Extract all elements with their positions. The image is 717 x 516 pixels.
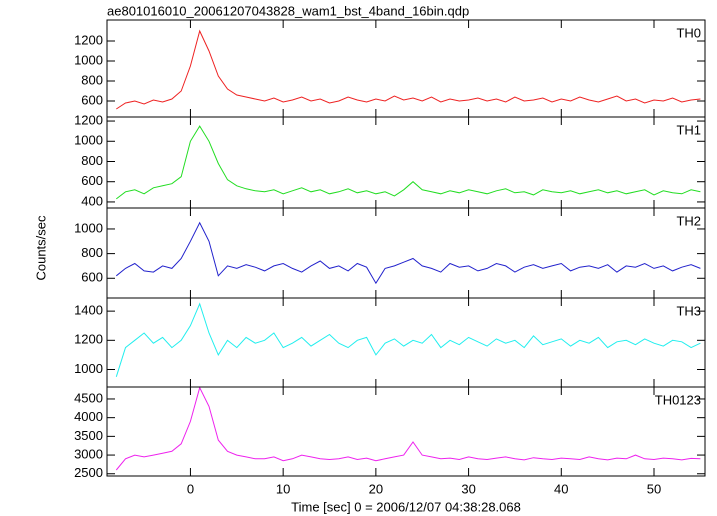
panel-label: TH2 bbox=[676, 213, 701, 228]
y-tick-label: 800 bbox=[81, 72, 103, 87]
light-curve bbox=[115, 386, 701, 471]
y-tick-label: 3000 bbox=[74, 446, 103, 461]
panel-label: TH3 bbox=[676, 303, 701, 318]
y-tick-label: 600 bbox=[81, 92, 103, 107]
y-tick-label: 400 bbox=[81, 193, 103, 208]
y-tick-label: 1000 bbox=[74, 52, 103, 67]
panel-frame bbox=[106, 386, 706, 477]
y-tick-label: 1000 bbox=[74, 361, 103, 376]
y-tick-label: 600 bbox=[81, 270, 103, 285]
panel-label: TH0 bbox=[676, 25, 701, 40]
y-tick-label: 1000 bbox=[74, 220, 103, 235]
y-tick-label: 1200 bbox=[74, 332, 103, 347]
y-tick-label: 2500 bbox=[74, 465, 103, 480]
panel-frame bbox=[106, 19, 706, 118]
y-tick-label: 4000 bbox=[74, 409, 103, 424]
y-tick-label: 1200 bbox=[74, 32, 103, 47]
x-tick-label: 30 bbox=[461, 481, 475, 496]
panel-frame bbox=[106, 207, 706, 299]
y-tick-label: 3500 bbox=[74, 428, 103, 443]
panel-label: TH1 bbox=[676, 122, 701, 137]
x-tick-label: 10 bbox=[276, 481, 290, 496]
y-tick-label: 4500 bbox=[74, 390, 103, 405]
y-tick-label: 1400 bbox=[74, 303, 103, 318]
light-curve bbox=[115, 302, 701, 377]
x-tick-label: 50 bbox=[647, 481, 661, 496]
y-tick-label: 800 bbox=[81, 245, 103, 260]
y-tick-label: 800 bbox=[81, 153, 103, 168]
x-axis-label: Time [sec] 0 = 2006/12/07 04:38:28.068 bbox=[291, 499, 521, 514]
light-curve bbox=[115, 221, 701, 285]
x-tick-label: 20 bbox=[369, 481, 383, 496]
y-tick-label: 600 bbox=[81, 173, 103, 188]
x-tick-label: 40 bbox=[554, 481, 568, 496]
light-curve bbox=[115, 125, 701, 200]
panel-label: TH0123 bbox=[655, 392, 701, 407]
y-tick-label: 1200 bbox=[74, 112, 103, 127]
light-curve bbox=[116, 29, 701, 110]
y-tick-label: 1000 bbox=[74, 133, 103, 148]
x-tick-label: 0 bbox=[187, 481, 194, 496]
y-axis-label: Counts/sec bbox=[33, 215, 48, 281]
chart-title: ae801016010_20061207043828_wam1_bst_4ban… bbox=[107, 3, 469, 18]
